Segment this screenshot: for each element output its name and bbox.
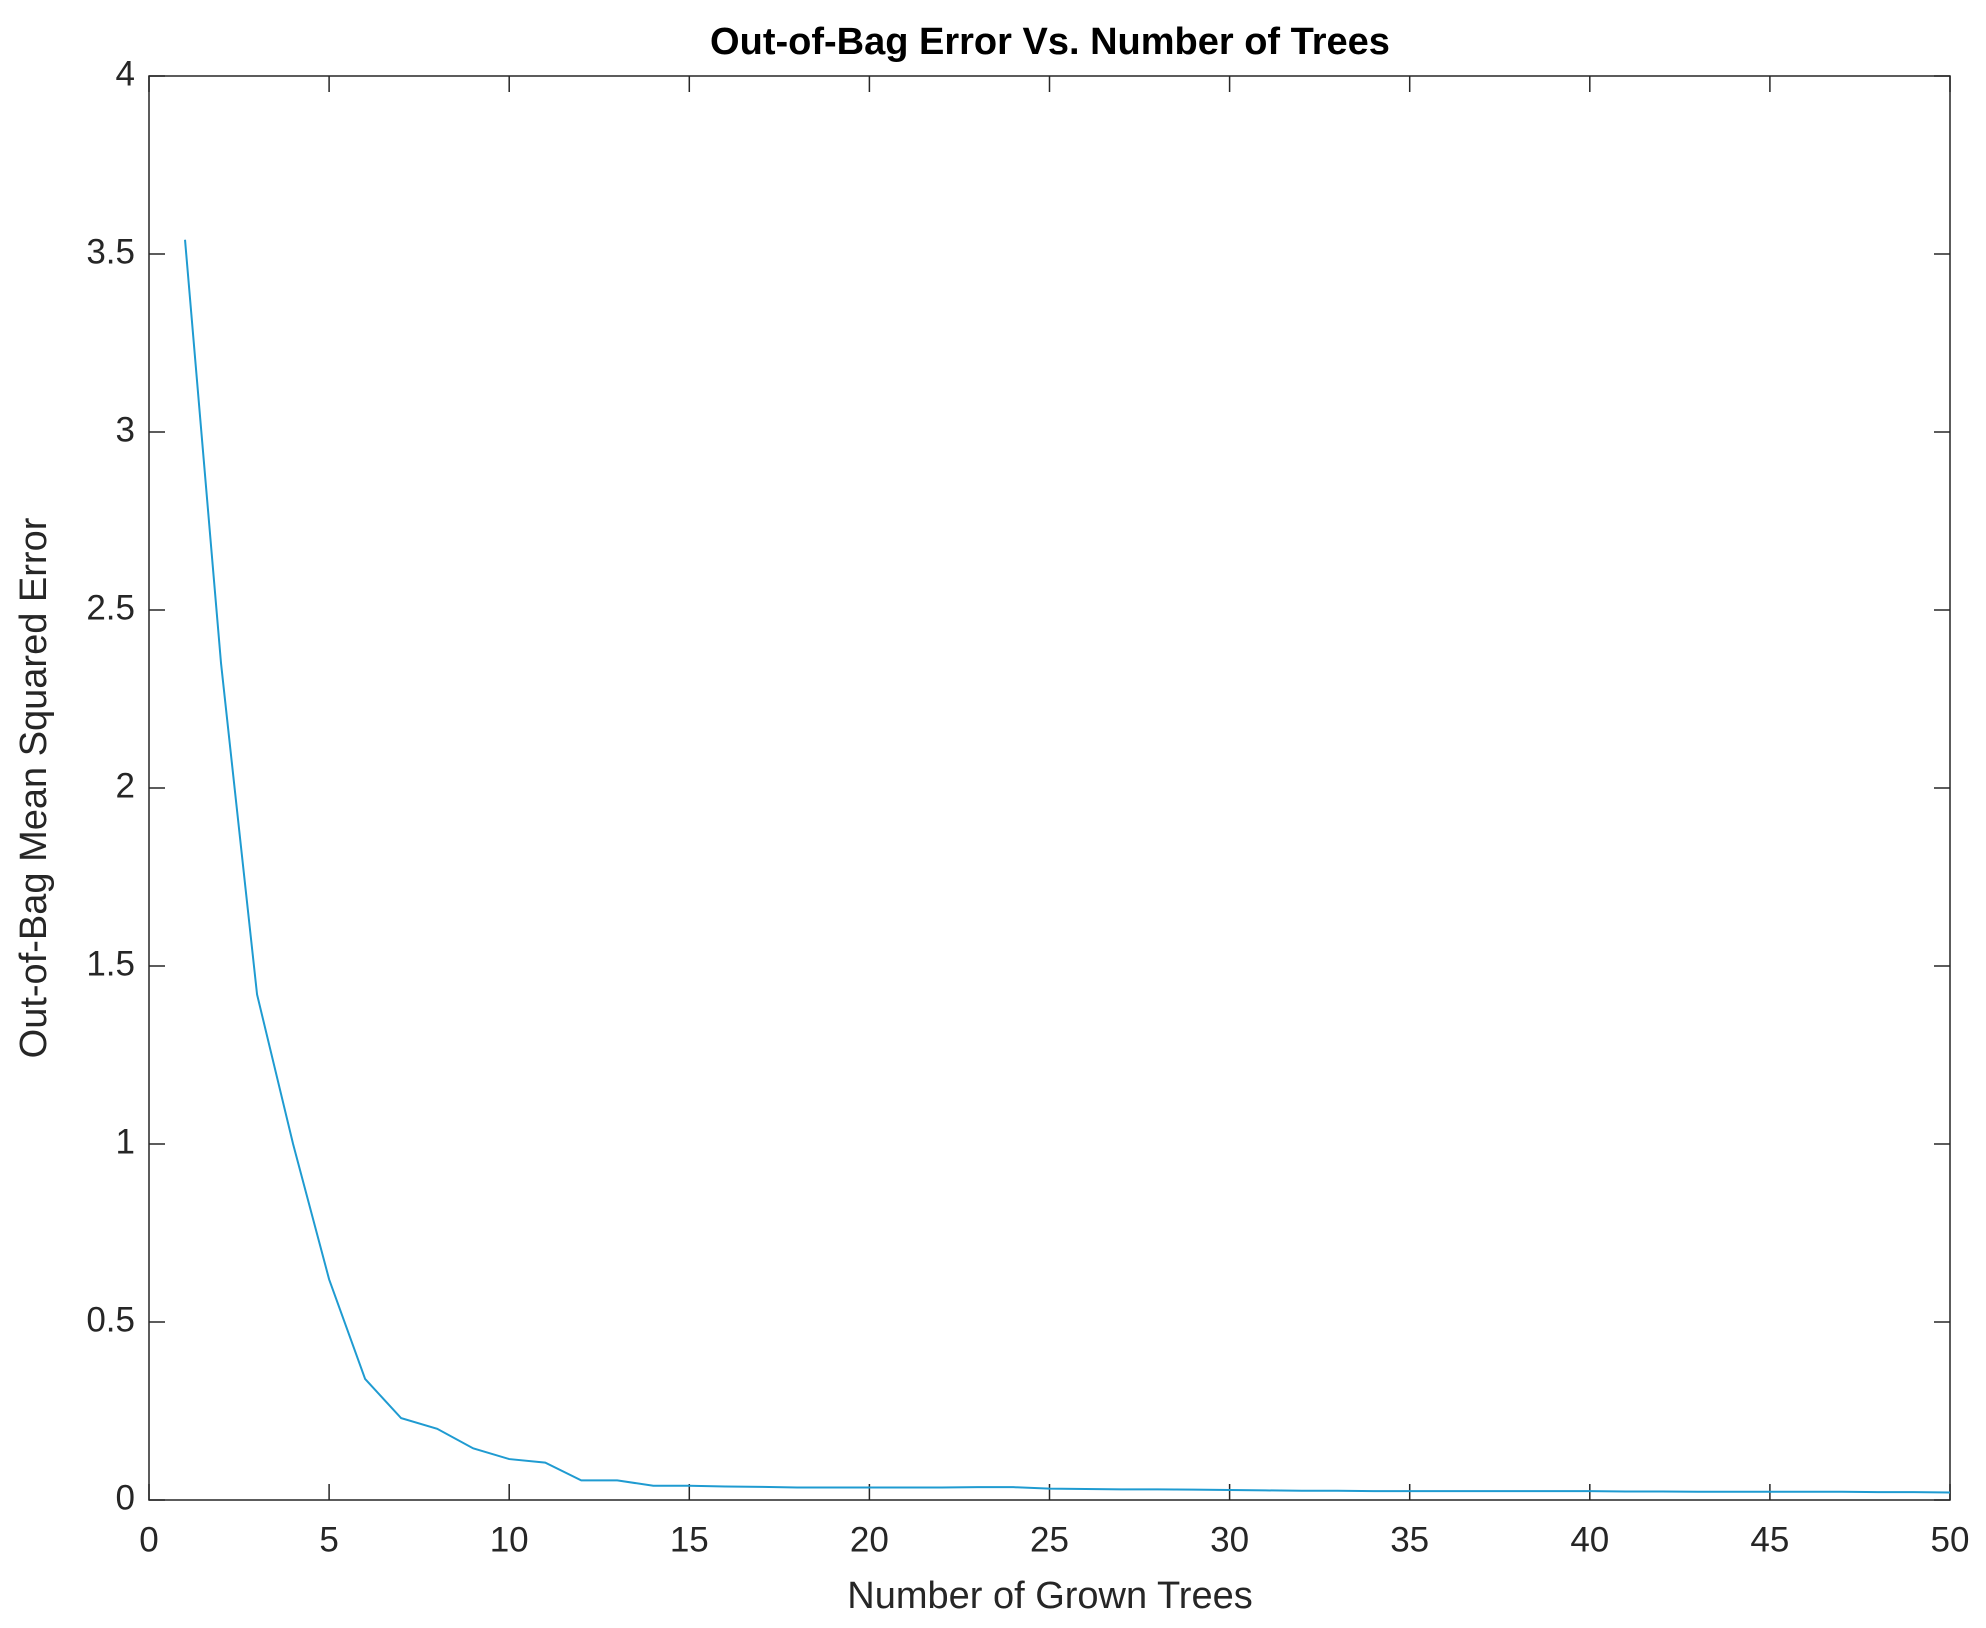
x-tick-label: 5 — [319, 1520, 338, 1559]
y-tick-label: 0 — [116, 1478, 135, 1517]
data-line — [184, 239, 1951, 1494]
y-tick-label: 1 — [116, 1122, 135, 1161]
plot-frame — [148, 75, 1951, 1501]
x-tick-label: 20 — [850, 1520, 889, 1559]
x-tick-label: 45 — [1750, 1520, 1789, 1559]
x-axis-label: Number of Grown Trees — [847, 1575, 1252, 1617]
x-tick-label: 40 — [1570, 1520, 1609, 1559]
y-tick-label: 1.5 — [86, 944, 135, 983]
y-tick-label: 3 — [116, 410, 135, 449]
x-tick-label: 10 — [490, 1520, 529, 1559]
x-tick-label: 50 — [1931, 1520, 1970, 1559]
x-tick-label: 35 — [1390, 1520, 1429, 1559]
x-tick-label: 30 — [1210, 1520, 1249, 1559]
y-tick-label: 4 — [116, 54, 135, 93]
y-axis-label: Out-of-Bag Mean Squared Error — [13, 517, 55, 1058]
y-tick-label: 2.5 — [86, 588, 135, 627]
x-tick-label: 0 — [139, 1520, 158, 1559]
y-tick-label: 3.5 — [86, 232, 135, 271]
x-tick-label: 25 — [1030, 1520, 1069, 1559]
y-tick-label: 2 — [116, 766, 135, 805]
y-tick-label: 0.5 — [86, 1300, 135, 1339]
x-tick-label: 15 — [670, 1520, 709, 1559]
chart-title: Out-of-Bag Error Vs. Number of Trees — [710, 21, 1390, 63]
